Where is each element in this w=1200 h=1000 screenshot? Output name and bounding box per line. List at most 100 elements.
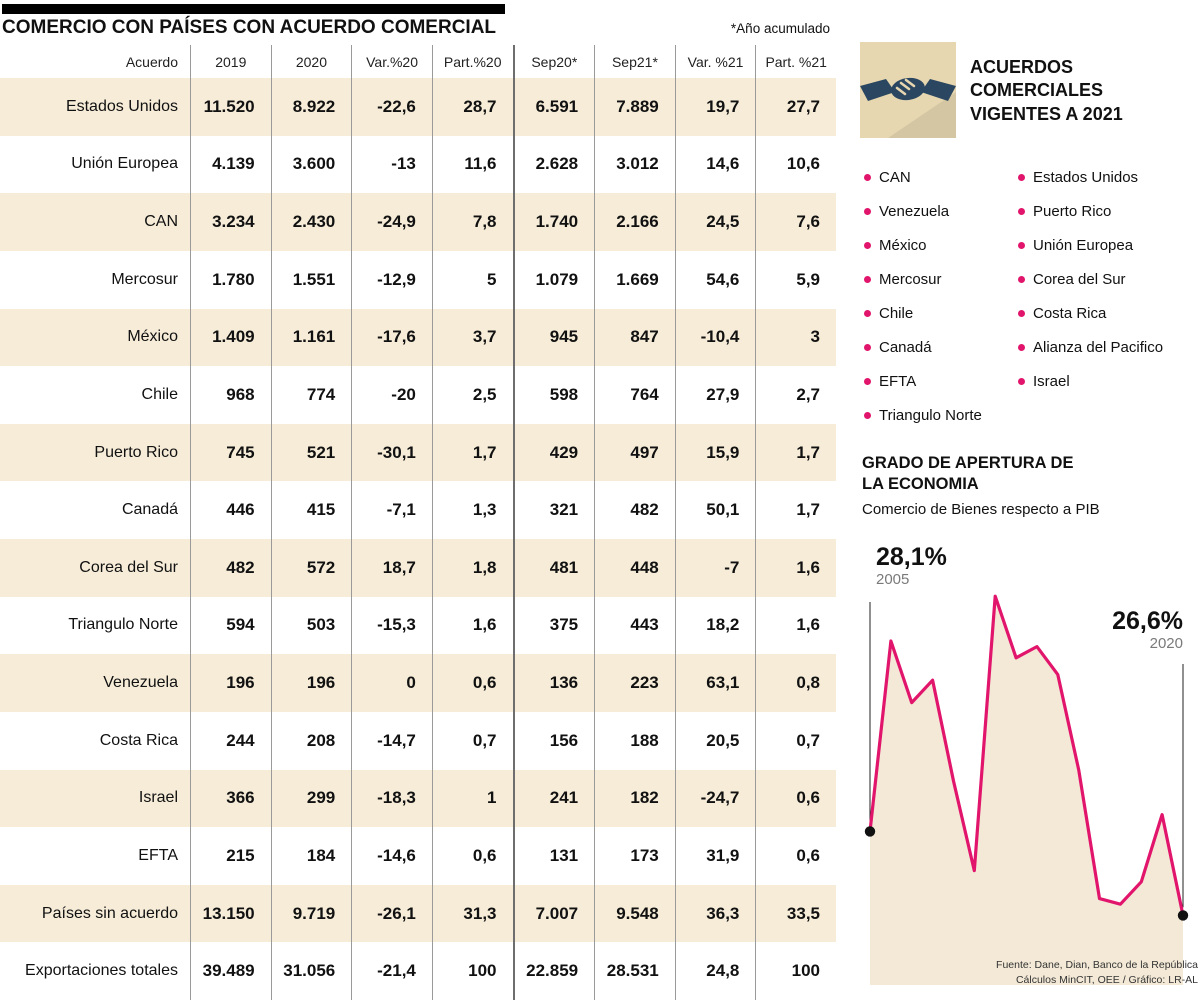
value-cell: 415 <box>270 481 352 539</box>
value-cell: -15,3 <box>351 596 432 655</box>
value-cell: 10,6 <box>755 135 836 194</box>
table-row: Países sin acuerdo 13.150 9.719 -26,1 31,3 7.… <box>0 884 836 943</box>
value-cell: 54,6 <box>674 250 756 309</box>
value-cell: 100 <box>431 942 513 1000</box>
agreement-label: Mercosur <box>879 270 942 288</box>
value-cell: -30,1 <box>351 423 432 482</box>
value-cell: -24,9 <box>351 193 432 251</box>
bullet-icon <box>864 343 871 351</box>
area-fill <box>870 596 1183 985</box>
title-accent-bar <box>2 4 505 14</box>
value-cell: 182 <box>594 769 675 828</box>
chart-annotation-2005: 28,1% 2005 <box>876 544 947 589</box>
row-label: Corea del Sur <box>79 558 178 576</box>
agreement-item: Unión Europea <box>1018 228 1200 262</box>
value-cell: 0,6 <box>755 827 836 885</box>
trade-table: Acuerdo 2019 2020 Var.%20 Part.%20 Sep20* Sep2… <box>0 45 836 1000</box>
value-cell: 482 <box>190 539 271 597</box>
value-cell: 1.780 <box>190 250 271 309</box>
agreement-label: Chile <box>879 304 914 322</box>
value-cell: 299 <box>270 769 352 828</box>
table-row: Puerto Rico 745 521 -30,1 1,7 429 497 15,9 1,7 <box>0 423 836 482</box>
value-cell: 20,5 <box>674 711 756 770</box>
value-cell: 1,6 <box>431 596 513 655</box>
trend-line <box>868 594 1185 916</box>
value-cell: 1,7 <box>755 423 836 482</box>
agreement-label: Estados Unidos <box>1033 168 1139 186</box>
value-cell: 15,9 <box>674 423 756 482</box>
column-header: Acuerdo <box>125 53 178 70</box>
column-header: Var. %21 <box>674 45 756 78</box>
chart-annotation-2020: 26,6% 2020 <box>1112 608 1183 653</box>
value-cell: 3,7 <box>431 308 513 367</box>
value-cell: -20 <box>351 366 432 424</box>
column-header: Var.%20 <box>351 45 432 78</box>
agreement-label: EFTA <box>879 372 917 390</box>
endpoint-dot <box>1177 910 1189 921</box>
table-row: Triangulo Norte 594 503 -15,3 1,6 375 443 18,2 1… <box>0 596 836 655</box>
value-cell: -17,6 <box>351 308 432 367</box>
value-cell: 28,7 <box>431 78 513 136</box>
value-cell: -24,7 <box>674 769 756 828</box>
value-cell: 0,7 <box>755 711 836 770</box>
source-note: Fuente: Dane, Dian, Banco de la Repúblic… <box>996 958 1198 987</box>
value-cell: 13.150 <box>190 884 271 943</box>
value-cell: 31,9 <box>674 827 756 885</box>
value-cell: 7.889 <box>594 78 675 136</box>
value-cell: 1 <box>431 769 513 828</box>
column-header: 2019 <box>190 45 271 78</box>
value-cell: 945 <box>512 308 595 367</box>
chart-title: GRADO DE APERTURA DE LA ECONOMIA <box>862 454 1074 493</box>
annotation-year: 2005 <box>876 571 910 589</box>
value-cell: 1,6 <box>755 596 836 655</box>
row-label: Chile <box>141 385 178 403</box>
value-cell: -7 <box>674 539 756 597</box>
value-cell: 497 <box>594 423 675 482</box>
agreement-item: Puerto Rico <box>1018 194 1200 228</box>
value-cell: -12,9 <box>351 250 432 309</box>
value-cell: 1,3 <box>431 481 513 539</box>
row-label: Unión Europea <box>71 155 178 173</box>
value-cell: 482 <box>594 481 675 539</box>
table-row: CAN 3.234 2.430 -24,9 7,8 1.740 2.166 24,5 7,6 <box>0 193 836 251</box>
value-cell: 36,3 <box>674 884 756 943</box>
row-label: Estados Unidos <box>65 97 178 115</box>
agreements-title: ACUERDOS COMERCIALES VIGENTES A 2021 <box>970 57 1123 124</box>
value-cell: 1,7 <box>431 423 513 482</box>
row-label: EFTA <box>138 846 178 864</box>
value-cell: -18,3 <box>351 769 432 828</box>
handshake-icon-graphic <box>860 77 956 138</box>
value-cell: 2,7 <box>755 366 836 424</box>
bullet-icon <box>1018 309 1025 317</box>
agreement-item: Israel <box>1018 364 1200 398</box>
agreement-item: Costa Rica <box>1018 296 1200 330</box>
value-cell: 1.669 <box>594 250 675 309</box>
value-cell: 27,9 <box>674 366 756 424</box>
value-cell: 184 <box>270 827 352 885</box>
value-cell: 18,2 <box>674 596 756 655</box>
value-cell: 241 <box>512 769 595 828</box>
value-cell: 196 <box>270 654 352 712</box>
value-cell: 7.007 <box>512 884 595 943</box>
table-row: Israel 366 299 -18,3 1 241 182 -24,7 0,6 <box>0 769 836 828</box>
agreement-item: Canadá <box>864 330 1018 364</box>
table-row: EFTA 215 184 -14,6 0,6 131 173 31,9 0,6 <box>0 827 836 885</box>
value-cell: 19,7 <box>674 78 756 136</box>
row-label: Países sin acuerdo <box>41 904 178 922</box>
table-row: Chile 968 774 -20 2,5 598 764 27,9 2,7 <box>0 366 836 424</box>
row-label: CAN <box>144 213 178 231</box>
endpoint-dot <box>864 826 876 837</box>
page-title: COMERCIO CON PAÍSES CON ACUERDO COMERCIA… <box>2 17 497 38</box>
agreement-item: México <box>864 228 1018 262</box>
value-cell: -13 <box>351 135 432 194</box>
value-cell: 11.520 <box>190 78 271 136</box>
row-label: Puerto Rico <box>94 443 178 461</box>
value-cell: 0,8 <box>755 654 836 712</box>
value-cell: 3.234 <box>190 193 271 251</box>
table-row: México 1.409 1.161 -17,6 3,7 945 847 -10,4 3 <box>0 308 836 367</box>
bullet-icon <box>864 207 871 215</box>
column-header: Part. %21 <box>755 45 836 78</box>
value-cell: 2,5 <box>431 366 513 424</box>
value-cell: 31,3 <box>431 884 513 943</box>
row-label: México <box>127 328 178 346</box>
